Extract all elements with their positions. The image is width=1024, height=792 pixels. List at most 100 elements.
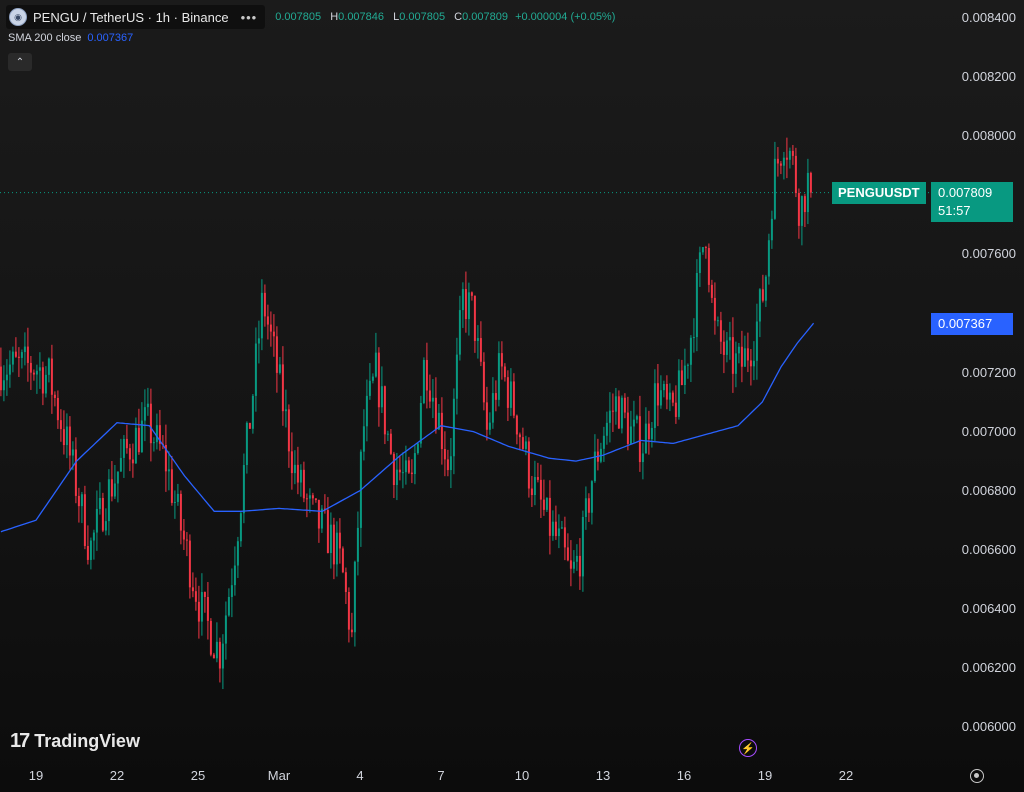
candle-body <box>113 483 116 497</box>
candle-body <box>434 397 437 430</box>
candle-body <box>620 397 623 429</box>
chart-legend: ◉ PENGU / TetherUS · 1h · Binance ••• 0.… <box>6 5 615 29</box>
candle-body <box>44 374 47 394</box>
candle-body <box>725 340 728 355</box>
candle-body <box>170 469 173 503</box>
sma-price-label: 0.007367 <box>931 313 1013 335</box>
candle-body <box>626 412 629 444</box>
candle-body <box>326 510 329 554</box>
candle-body <box>518 434 521 438</box>
candle-body <box>605 422 608 436</box>
candle-body <box>683 365 686 386</box>
candle-body <box>158 425 161 444</box>
more-options-icon[interactable]: ••• <box>240 9 258 25</box>
candle-body <box>785 157 788 160</box>
candle-body <box>290 451 293 474</box>
candle-body <box>389 433 392 454</box>
bar-countdown: 51:57 <box>938 203 971 218</box>
price-tick: 0.007200 <box>961 364 1016 380</box>
indicator-value: 0.007367 <box>87 32 134 44</box>
candle-body <box>269 324 272 332</box>
price-tick: 0.008000 <box>961 128 1016 144</box>
candle-body <box>527 441 530 489</box>
candle-body <box>776 158 779 164</box>
candle-body <box>758 289 761 322</box>
sma-200-line <box>0 322 815 533</box>
time-tick: 10 <box>514 768 530 783</box>
price-tick: 0.008200 <box>961 69 1016 85</box>
indicator-legend[interactable]: SMA 200 close 0.007367 <box>8 32 133 44</box>
candle-body <box>698 252 701 273</box>
candle-body <box>335 532 338 565</box>
candle-body <box>716 320 719 322</box>
low-label: L <box>393 11 400 23</box>
candle-body <box>38 367 41 371</box>
candle-body <box>512 381 515 416</box>
candle-body <box>86 545 89 560</box>
candle-body <box>767 240 770 277</box>
candle-body <box>398 469 401 473</box>
candle-body <box>548 497 551 536</box>
candle-body <box>632 419 635 427</box>
candle-body <box>176 493 179 502</box>
candle-body <box>458 310 461 355</box>
symbol-title-box[interactable]: ◉ PENGU / TetherUS · 1h · Binance ••• <box>6 5 266 29</box>
candle-body <box>761 289 764 301</box>
candle-body <box>65 426 68 446</box>
candle-body <box>521 437 524 449</box>
candle-body <box>794 155 797 194</box>
candle-body <box>272 331 275 337</box>
candle-body <box>809 172 812 193</box>
candle-body <box>368 380 371 396</box>
candle-body <box>677 370 680 417</box>
candle-body <box>803 196 806 213</box>
candle-body <box>152 442 155 444</box>
candle-body <box>293 464 296 474</box>
candle-body <box>779 163 782 166</box>
price-tick: 0.006200 <box>961 659 1016 675</box>
candle-body <box>350 629 353 633</box>
time-tick: 19 <box>28 768 44 783</box>
candle-body <box>2 380 5 391</box>
candle-body <box>167 469 170 472</box>
candle-body <box>173 501 176 503</box>
candle-body <box>308 495 311 499</box>
candle-body <box>239 513 242 542</box>
candle-body <box>101 497 104 531</box>
candle-body <box>371 376 374 381</box>
candle-body <box>89 540 92 560</box>
candle-body <box>188 540 191 588</box>
candle-body <box>311 495 314 499</box>
candle-body <box>14 351 17 357</box>
price-tick: 0.006800 <box>961 482 1016 498</box>
time-tick: 22 <box>838 768 854 783</box>
candle-body <box>740 346 743 367</box>
candle-body <box>182 530 185 540</box>
candle-body <box>185 539 188 541</box>
candle-body <box>686 364 689 366</box>
candle-body <box>119 457 122 472</box>
tradingview-logo[interactable]: 17 TradingView <box>10 730 140 753</box>
candle-body <box>482 361 485 403</box>
lightning-icon[interactable]: ⚡ <box>739 739 757 757</box>
collapse-legend-button[interactable]: ⌃ <box>8 53 32 71</box>
candle-body <box>719 320 722 342</box>
candle-body <box>653 383 656 428</box>
candle-body <box>674 402 677 417</box>
candle-body <box>752 360 755 367</box>
candle-body <box>743 348 746 367</box>
price-tick: 0.006600 <box>961 541 1016 557</box>
settings-gear-icon[interactable] <box>970 769 984 783</box>
candle-body <box>428 390 431 402</box>
symbol-title: PENGU / TetherUS · 1h · Binance <box>33 9 229 25</box>
candle-body <box>386 433 389 435</box>
candle-body <box>554 521 557 537</box>
candle-body <box>98 497 101 509</box>
candle-body <box>116 471 119 484</box>
candle-body <box>515 415 518 435</box>
candle-body <box>422 359 425 404</box>
candle-body <box>35 370 38 375</box>
candle-body <box>266 316 269 325</box>
candle-body <box>488 422 491 430</box>
